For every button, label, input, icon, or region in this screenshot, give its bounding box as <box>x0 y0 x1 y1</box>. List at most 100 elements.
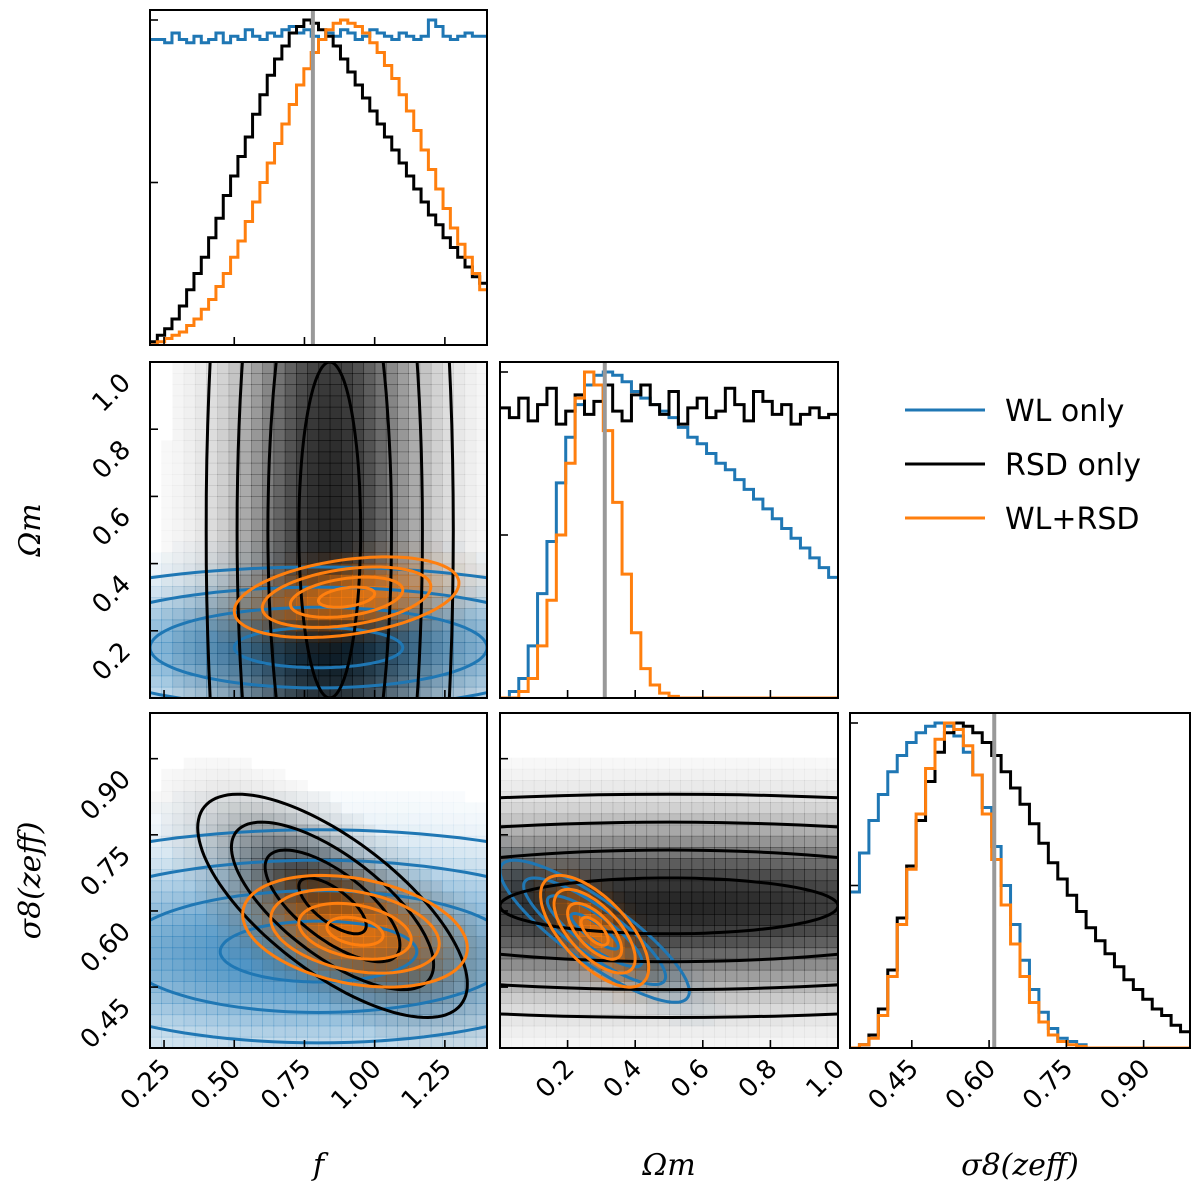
density-cell <box>340 880 353 893</box>
density-cell <box>194 586 207 598</box>
density-cell <box>419 507 432 520</box>
density-cell <box>251 619 263 632</box>
density-cell <box>284 981 297 993</box>
density-cell <box>161 1014 174 1027</box>
density-cell <box>296 969 308 982</box>
density-cell <box>340 858 353 870</box>
density-cell <box>747 958 760 971</box>
density-cell <box>419 936 432 949</box>
density-cell <box>251 541 263 553</box>
density-cell <box>273 406 286 419</box>
density-cell <box>284 947 297 960</box>
density-cell <box>475 824 487 837</box>
density-cell <box>397 653 409 665</box>
density-cell <box>408 869 421 882</box>
density-cell <box>657 947 670 960</box>
density-cell <box>500 847 512 859</box>
density-cell <box>251 586 263 598</box>
density-cell <box>419 474 432 486</box>
density-cell <box>442 847 454 859</box>
density-cell <box>284 802 297 815</box>
density-cell <box>500 925 512 937</box>
density-cell <box>172 936 185 949</box>
density-cell <box>284 969 297 982</box>
density-cell <box>206 597 218 609</box>
density-cell <box>307 958 320 971</box>
density-cell <box>669 992 681 1004</box>
density-cell <box>442 675 454 688</box>
density-cell <box>430 880 443 893</box>
density-cell <box>239 608 252 621</box>
density-cell <box>329 552 342 565</box>
density-cell <box>340 496 353 509</box>
density-cell <box>635 969 648 982</box>
density-cell <box>475 586 487 598</box>
density-cell <box>352 958 365 971</box>
density-cell <box>533 858 546 870</box>
density-cell <box>623 768 636 781</box>
x-tick-label: 0.50 <box>185 1054 247 1116</box>
contours-s8_vs_f-wl-rsd <box>241 873 469 989</box>
density-cell <box>522 813 535 826</box>
density-cell <box>274 769 286 781</box>
density-cell <box>635 992 648 1004</box>
density-cell <box>374 451 387 464</box>
density-cell <box>228 597 241 609</box>
density-cell <box>251 780 263 792</box>
density-cell <box>669 981 681 993</box>
density-cell <box>657 958 670 971</box>
density-cell <box>318 947 331 960</box>
density-cell <box>623 1025 636 1038</box>
density-cell <box>464 925 477 937</box>
density-cell <box>792 902 805 915</box>
density-cell <box>340 474 353 486</box>
density-cell <box>363 664 376 677</box>
density-cell <box>374 608 387 621</box>
density-cell <box>262 686 275 698</box>
density-cell <box>759 1036 771 1048</box>
density-cell <box>161 791 173 803</box>
density-cell <box>284 947 297 960</box>
density-cell <box>635 969 648 982</box>
density-cell <box>567 891 580 904</box>
density-cell <box>262 630 275 643</box>
density-cell <box>363 880 376 893</box>
density-cell <box>251 664 263 677</box>
density-cell <box>239 891 252 904</box>
density-cell <box>419 462 432 475</box>
density-cell <box>352 630 365 643</box>
density-cell <box>374 858 387 870</box>
density-cell <box>340 630 353 643</box>
density-cell <box>578 1003 591 1016</box>
density-cell <box>194 496 207 509</box>
density-cell <box>239 914 252 926</box>
density-cell <box>408 880 421 893</box>
density-cell <box>161 608 174 621</box>
x-tick-label: 0.25 <box>115 1054 177 1116</box>
density-cell <box>442 653 454 665</box>
density-cell <box>329 969 342 982</box>
density-cell <box>318 1025 331 1038</box>
density-cell <box>430 574 443 587</box>
density-cell <box>702 1025 715 1038</box>
density-cell <box>419 630 432 643</box>
density-cell <box>781 1036 794 1048</box>
density-cell <box>296 813 308 826</box>
density-cell <box>217 541 230 553</box>
density-cell <box>397 936 409 949</box>
density-cell <box>511 1014 524 1027</box>
density-cell <box>228 496 241 509</box>
density-cell <box>578 1036 591 1048</box>
density-cell <box>273 780 286 792</box>
density-cell <box>352 619 365 632</box>
density-cell <box>691 768 704 781</box>
density-cell <box>296 992 308 1004</box>
density-cell <box>725 969 738 982</box>
density-cell <box>702 981 715 993</box>
density-cell <box>352 418 365 430</box>
density-cell <box>363 619 376 632</box>
density-cell <box>590 981 602 993</box>
density-cell <box>340 608 353 621</box>
density-cell <box>408 813 421 826</box>
density-cell <box>781 813 794 826</box>
